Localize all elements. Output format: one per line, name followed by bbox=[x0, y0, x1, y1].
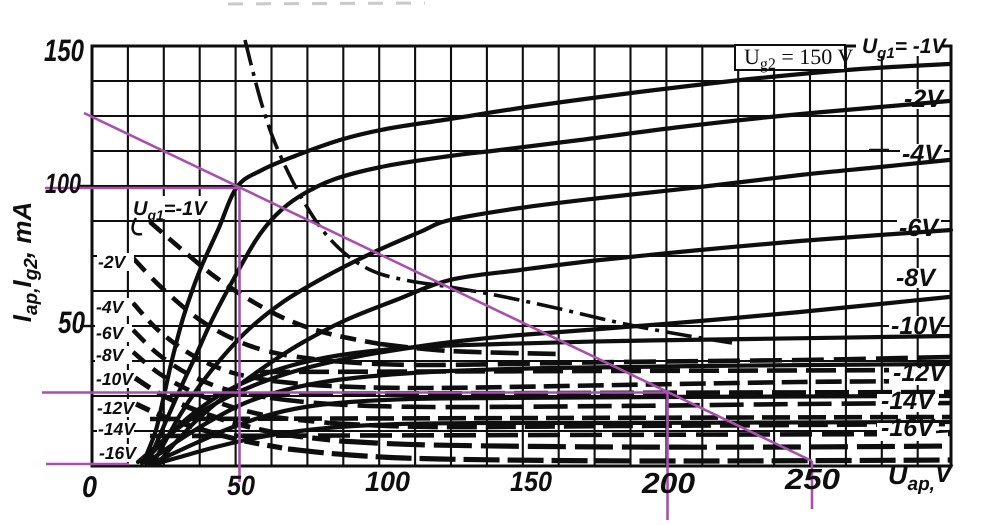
svg-text:Ug1= -1V: Ug1= -1V bbox=[862, 35, 947, 62]
svg-text:0: 0 bbox=[82, 471, 97, 504]
svg-text:-2V: -2V bbox=[904, 85, 945, 113]
svg-text:Iap,Ig2, mA: Iap,Ig2, mA bbox=[7, 202, 42, 322]
svg-text:Ug1=-1V: Ug1=-1V bbox=[133, 198, 208, 223]
svg-text:50: 50 bbox=[227, 470, 255, 501]
svg-text:-8V: -8V bbox=[96, 345, 125, 365]
svg-text:-4V: -4V bbox=[96, 297, 125, 317]
svg-text:-14V: -14V bbox=[881, 387, 936, 415]
svg-text:200: 200 bbox=[641, 468, 695, 500]
svg-text:100: 100 bbox=[45, 168, 81, 199]
svg-text:-14V: -14V bbox=[98, 419, 136, 439]
svg-text:150: 150 bbox=[44, 33, 84, 68]
svg-text:-10V: -10V bbox=[96, 369, 134, 389]
svg-text:-16V: -16V bbox=[99, 443, 137, 463]
svg-text:50: 50 bbox=[58, 305, 85, 340]
svg-text:-12V: -12V bbox=[893, 359, 948, 387]
svg-text:150: 150 bbox=[510, 466, 552, 497]
svg-text:250: 250 bbox=[784, 464, 840, 496]
svg-text:-12V: -12V bbox=[97, 398, 135, 418]
svg-text:100: 100 bbox=[365, 466, 410, 497]
svg-text:-6V: -6V bbox=[96, 323, 125, 343]
svg-text:-8V: -8V bbox=[896, 264, 937, 292]
svg-text:-6V: -6V bbox=[899, 214, 940, 242]
svg-text:-16V: -16V bbox=[881, 414, 936, 442]
svg-text:-2V: -2V bbox=[98, 252, 127, 272]
